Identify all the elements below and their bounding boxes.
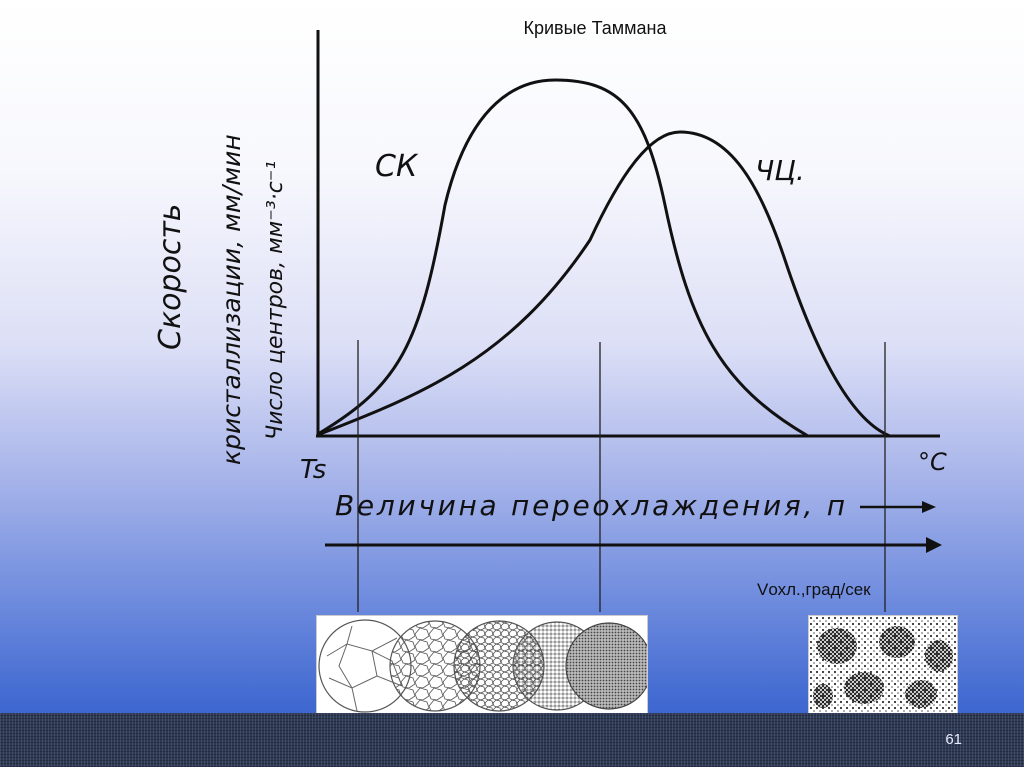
x-axis-label: Величина переохлаждения, п [335,489,845,522]
cooling-rate-label: Vохл.,град/сек [757,580,871,599]
microstructure-grains [316,615,653,715]
curve-label-chc: ЧЦ. [755,154,805,187]
main-arrow-head [926,537,942,553]
origin-label: Ts [300,455,326,485]
y-axis-label-crystallization: кристаллизации, мм/мин [217,134,246,465]
x-label-arrow-head [922,501,936,513]
y-axis-label-speed: Скорость [153,204,188,350]
curve-label-sk: СК [375,149,419,184]
microstructure-amorphous [808,615,958,715]
curve-nucleation-centers [319,130,891,438]
bottom-strip [0,713,1024,767]
page-number: 61 [945,731,962,748]
y-axis-label-centers: Число центров, мм⁻³·с⁻¹ [263,161,288,440]
grain-circle-5 [565,622,653,710]
unit-label: °С [918,448,947,476]
slide-title: Кривые Таммана [523,18,667,38]
curve-crystallization-rate [317,78,809,438]
